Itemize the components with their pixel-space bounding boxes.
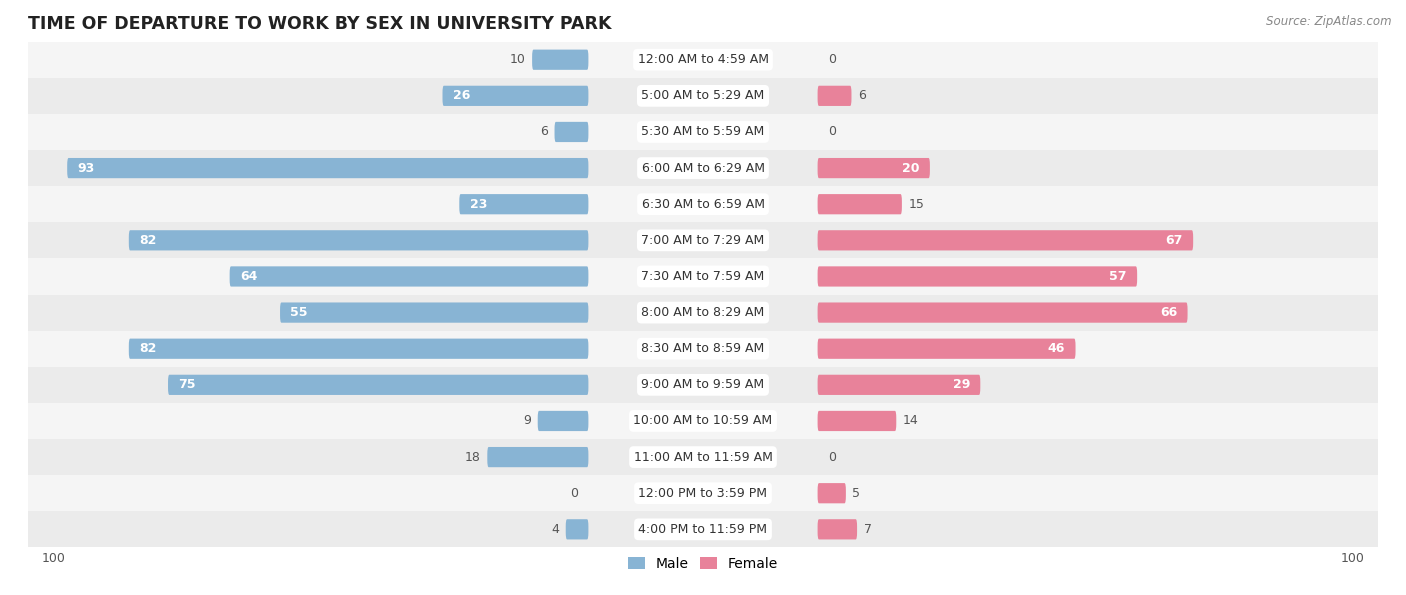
Text: 46: 46 xyxy=(1047,342,1066,355)
Legend: Male, Female: Male, Female xyxy=(628,557,778,571)
Text: 5: 5 xyxy=(852,487,860,500)
FancyBboxPatch shape xyxy=(67,158,588,178)
FancyBboxPatch shape xyxy=(28,367,1378,403)
FancyBboxPatch shape xyxy=(818,339,1076,359)
FancyBboxPatch shape xyxy=(129,339,588,359)
Text: 93: 93 xyxy=(77,162,94,174)
Text: 6: 6 xyxy=(540,126,548,139)
Text: 11:00 AM to 11:59 AM: 11:00 AM to 11:59 AM xyxy=(634,450,772,464)
Text: 7:30 AM to 7:59 AM: 7:30 AM to 7:59 AM xyxy=(641,270,765,283)
FancyBboxPatch shape xyxy=(818,483,846,503)
FancyBboxPatch shape xyxy=(28,439,1378,475)
FancyBboxPatch shape xyxy=(28,223,1378,258)
FancyBboxPatch shape xyxy=(818,519,858,540)
Text: 26: 26 xyxy=(453,89,470,102)
Text: 8:00 AM to 8:29 AM: 8:00 AM to 8:29 AM xyxy=(641,306,765,319)
Text: 14: 14 xyxy=(903,415,918,427)
FancyBboxPatch shape xyxy=(531,49,588,70)
FancyBboxPatch shape xyxy=(28,78,1378,114)
Text: TIME OF DEPARTURE TO WORK BY SEX IN UNIVERSITY PARK: TIME OF DEPARTURE TO WORK BY SEX IN UNIV… xyxy=(28,15,612,33)
Text: 6:30 AM to 6:59 AM: 6:30 AM to 6:59 AM xyxy=(641,198,765,211)
FancyBboxPatch shape xyxy=(460,194,588,214)
FancyBboxPatch shape xyxy=(28,42,1378,78)
Text: 66: 66 xyxy=(1160,306,1177,319)
Text: 8:30 AM to 8:59 AM: 8:30 AM to 8:59 AM xyxy=(641,342,765,355)
Text: 23: 23 xyxy=(470,198,486,211)
Text: 64: 64 xyxy=(240,270,257,283)
Text: 4: 4 xyxy=(551,523,560,536)
Text: 0: 0 xyxy=(828,53,835,66)
FancyBboxPatch shape xyxy=(28,258,1378,295)
FancyBboxPatch shape xyxy=(280,302,588,322)
FancyBboxPatch shape xyxy=(169,375,588,395)
FancyBboxPatch shape xyxy=(28,403,1378,439)
FancyBboxPatch shape xyxy=(229,267,588,287)
FancyBboxPatch shape xyxy=(565,519,588,540)
Text: 6:00 AM to 6:29 AM: 6:00 AM to 6:29 AM xyxy=(641,162,765,174)
Text: 12:00 AM to 4:59 AM: 12:00 AM to 4:59 AM xyxy=(637,53,769,66)
Text: 6: 6 xyxy=(858,89,866,102)
FancyBboxPatch shape xyxy=(818,230,1194,250)
Text: 82: 82 xyxy=(139,234,156,247)
Text: 0: 0 xyxy=(828,450,835,464)
FancyBboxPatch shape xyxy=(129,230,588,250)
FancyBboxPatch shape xyxy=(818,302,1188,322)
Text: 7: 7 xyxy=(863,523,872,536)
Text: 0: 0 xyxy=(828,126,835,139)
Text: 100: 100 xyxy=(1340,553,1364,565)
Text: 20: 20 xyxy=(903,162,920,174)
Text: 10:00 AM to 10:59 AM: 10:00 AM to 10:59 AM xyxy=(634,415,772,427)
FancyBboxPatch shape xyxy=(443,86,588,106)
FancyBboxPatch shape xyxy=(818,86,852,106)
Text: 9:00 AM to 9:59 AM: 9:00 AM to 9:59 AM xyxy=(641,378,765,392)
Text: 9: 9 xyxy=(523,415,531,427)
Text: 5:00 AM to 5:29 AM: 5:00 AM to 5:29 AM xyxy=(641,89,765,102)
Text: 7:00 AM to 7:29 AM: 7:00 AM to 7:29 AM xyxy=(641,234,765,247)
Text: 55: 55 xyxy=(290,306,308,319)
Text: 75: 75 xyxy=(179,378,195,392)
Text: Source: ZipAtlas.com: Source: ZipAtlas.com xyxy=(1267,15,1392,28)
FancyBboxPatch shape xyxy=(28,186,1378,223)
Text: 4:00 PM to 11:59 PM: 4:00 PM to 11:59 PM xyxy=(638,523,768,536)
FancyBboxPatch shape xyxy=(28,114,1378,150)
Text: 0: 0 xyxy=(571,487,578,500)
FancyBboxPatch shape xyxy=(537,411,588,431)
Text: 15: 15 xyxy=(908,198,924,211)
FancyBboxPatch shape xyxy=(554,122,588,142)
Text: 29: 29 xyxy=(953,378,970,392)
Text: 10: 10 xyxy=(509,53,526,66)
Text: 67: 67 xyxy=(1166,234,1182,247)
FancyBboxPatch shape xyxy=(818,267,1137,287)
FancyBboxPatch shape xyxy=(818,158,929,178)
Text: 12:00 PM to 3:59 PM: 12:00 PM to 3:59 PM xyxy=(638,487,768,500)
Text: 57: 57 xyxy=(1109,270,1126,283)
FancyBboxPatch shape xyxy=(28,511,1378,547)
FancyBboxPatch shape xyxy=(28,331,1378,367)
FancyBboxPatch shape xyxy=(818,375,980,395)
FancyBboxPatch shape xyxy=(28,475,1378,511)
FancyBboxPatch shape xyxy=(28,295,1378,331)
FancyBboxPatch shape xyxy=(28,150,1378,186)
Text: 82: 82 xyxy=(139,342,156,355)
Text: 5:30 AM to 5:59 AM: 5:30 AM to 5:59 AM xyxy=(641,126,765,139)
Text: 100: 100 xyxy=(42,553,66,565)
FancyBboxPatch shape xyxy=(488,447,588,467)
FancyBboxPatch shape xyxy=(818,411,896,431)
FancyBboxPatch shape xyxy=(818,194,901,214)
Text: 18: 18 xyxy=(465,450,481,464)
